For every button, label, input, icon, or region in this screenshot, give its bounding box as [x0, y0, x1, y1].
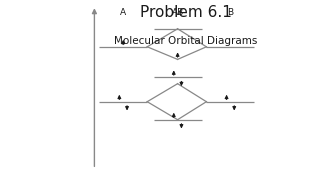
- Text: B: B: [227, 8, 234, 17]
- Text: Molecular Orbital Diagrams: Molecular Orbital Diagrams: [114, 36, 257, 46]
- Text: A: A: [120, 8, 126, 17]
- Text: Problem 6.1: Problem 6.1: [140, 5, 232, 20]
- Text: AB: AB: [172, 8, 184, 17]
